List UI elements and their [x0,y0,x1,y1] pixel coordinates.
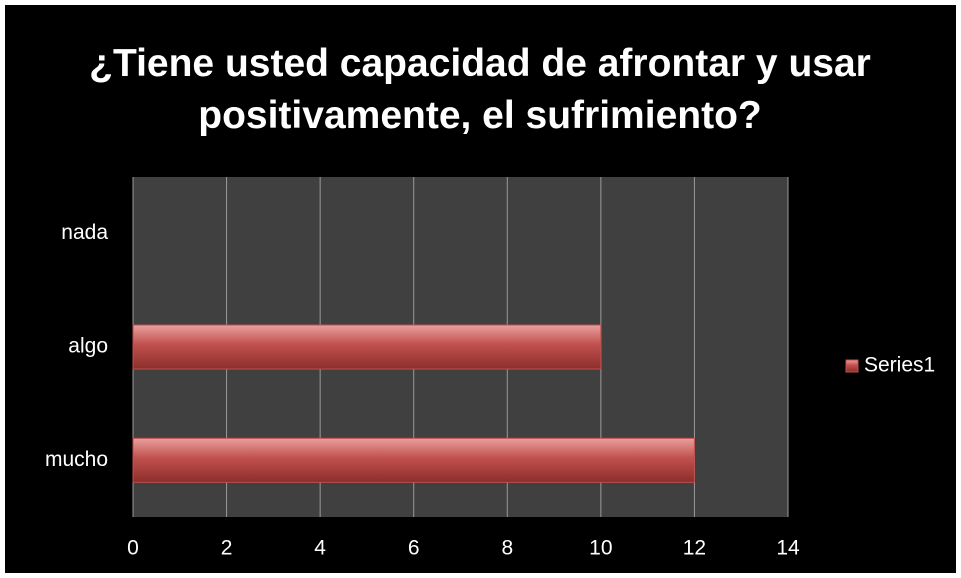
y-tick-label: nada [61,221,108,244]
x-tick-label: 10 [589,537,612,560]
legend-label: Series1 [864,354,935,377]
bar [132,437,695,483]
x-tick-label: 14 [776,537,800,560]
chart-title: ¿Tiene usted capacidad de afrontar y usa… [89,42,871,137]
x-tick-label: 12 [683,537,706,560]
x-tick-label: 6 [408,537,420,560]
x-tick-label: 8 [501,537,513,560]
bar [132,324,602,370]
x-tick-label: 2 [221,537,233,560]
y-tick-label: mucho [45,448,108,471]
y-tick-label: algo [68,335,108,358]
x-tick-label: 4 [314,537,326,560]
legend-swatch [845,359,859,373]
x-tick-label: 0 [127,537,139,560]
